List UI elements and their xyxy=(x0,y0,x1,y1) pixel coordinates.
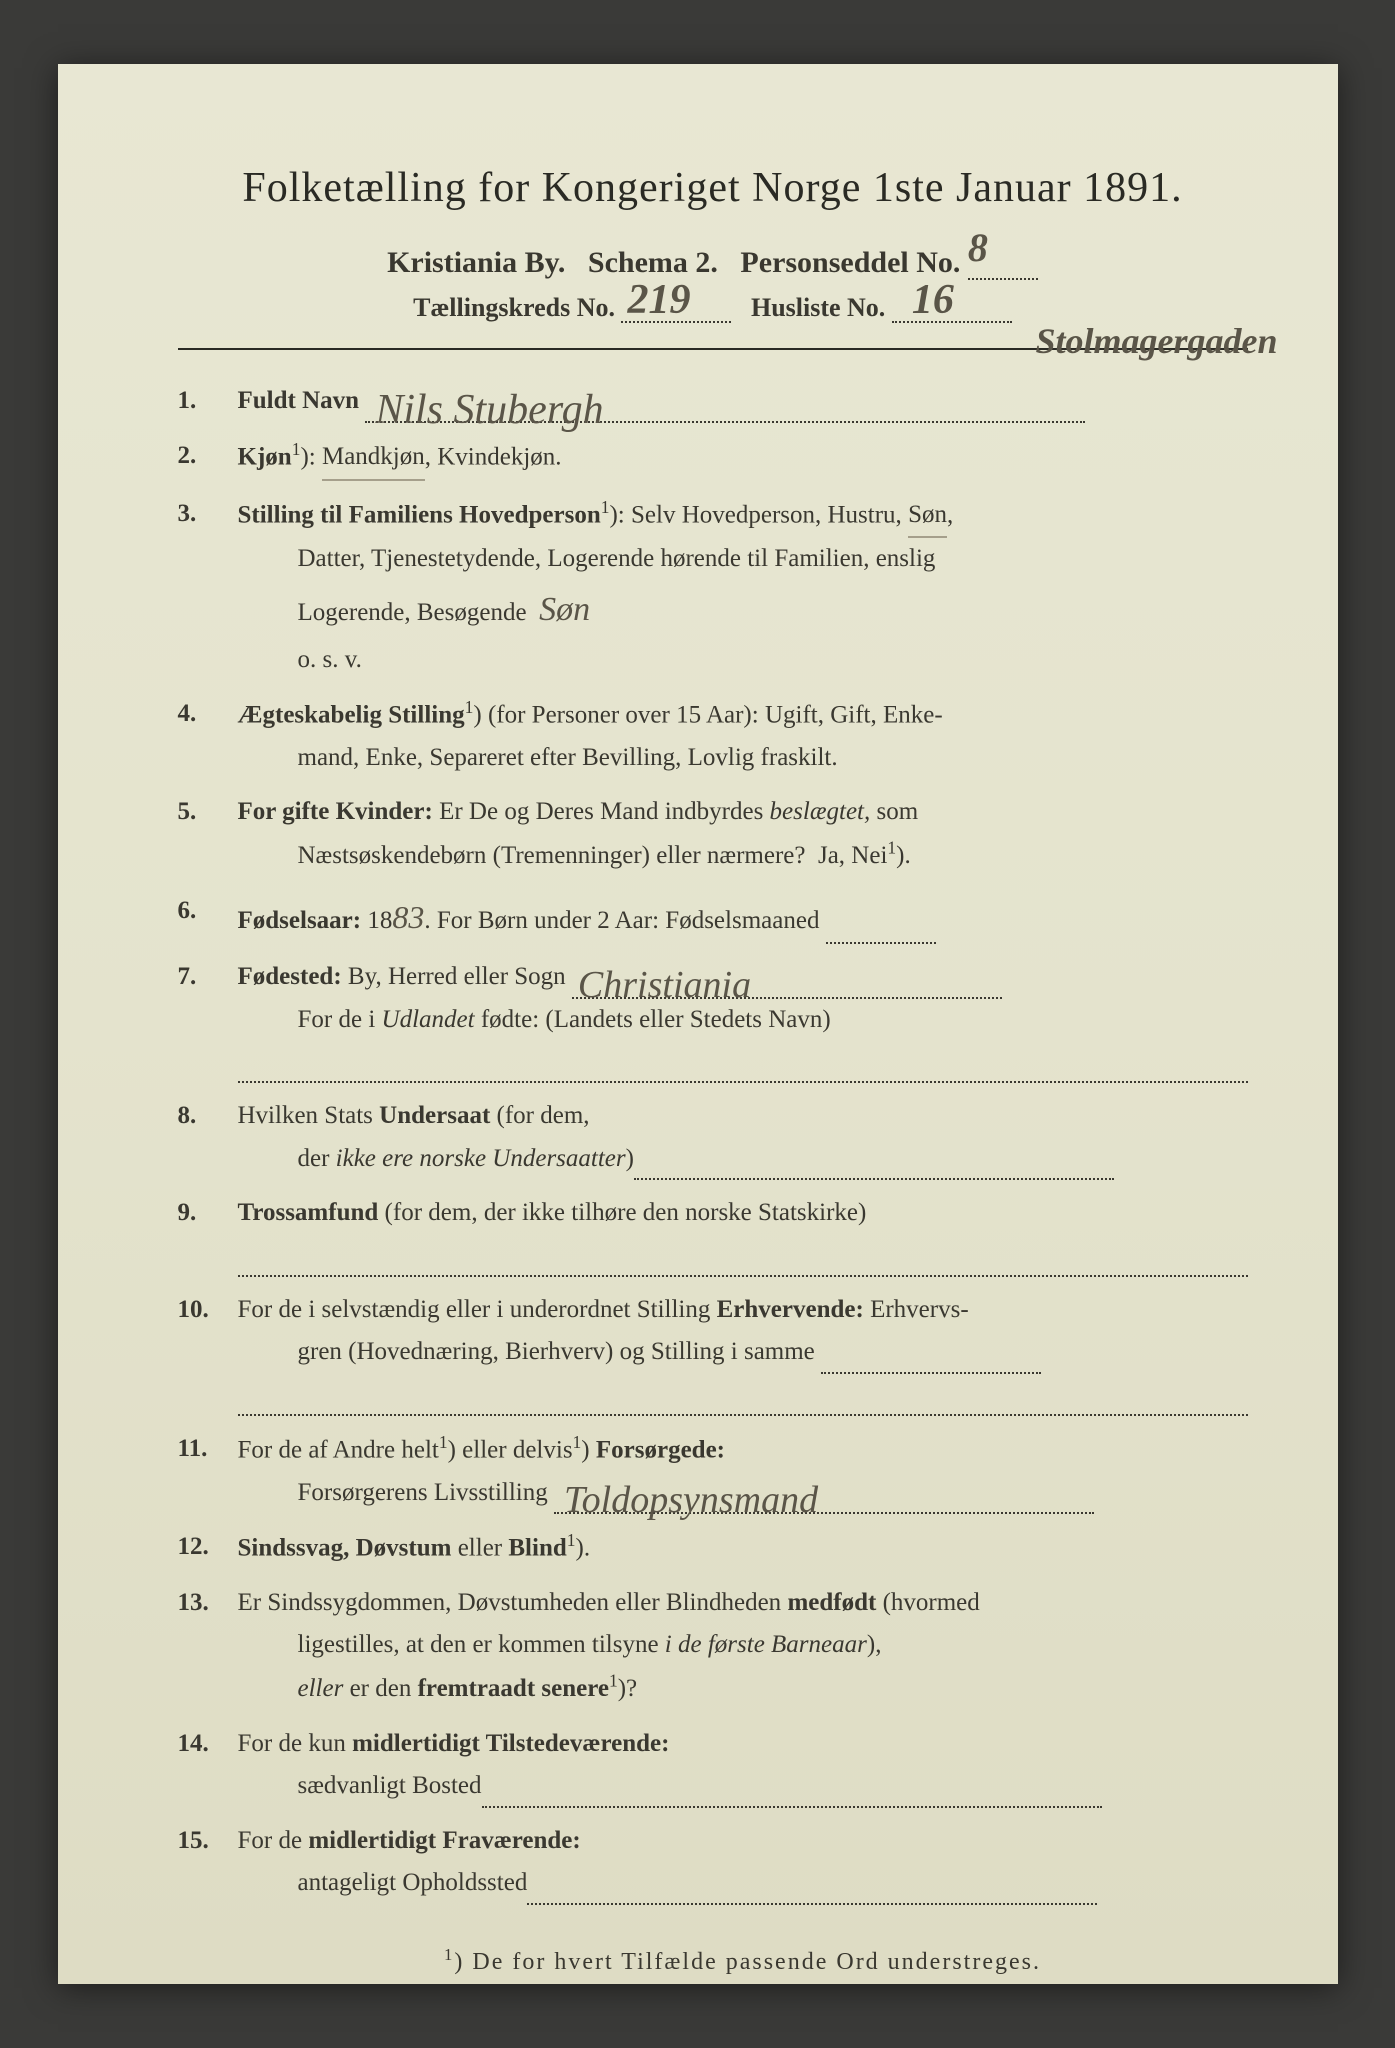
item-7-birthplace: Fødested: By, Herred eller Sogn Christia… xyxy=(178,956,1248,1083)
sex-underlined: Mandkjøn xyxy=(322,436,425,481)
item-4-marital: Ægteskabelig Stilling1) (for Personer ov… xyxy=(178,693,1248,779)
item-1-name: Fuldt Navn Nils Stubergh xyxy=(178,380,1248,423)
item-2-sex: Kjøn1): Mandkjøn, Kvindekjøn. xyxy=(178,435,1248,481)
label-marital: Ægteskabelig Stilling xyxy=(238,701,465,728)
item-11-provider: For de af Andre helt1) eller delvis1) Fo… xyxy=(178,1428,1248,1514)
main-title: Folketælling for Kongeriget Norge 1ste J… xyxy=(178,164,1248,212)
item-6-birthyear: Fødselsaar: 1883. For Børn under 2 Aar: … xyxy=(178,890,1248,944)
provider-hw: Toldopsynsmand xyxy=(564,1468,818,1533)
form-items-list: Fuldt Navn Nils Stubergh Kjøn1): Mandkjø… xyxy=(178,380,1248,1904)
subtitle-line-2: Tællingskreds No. 219 Husliste No. 16 St… xyxy=(178,290,1248,323)
religion-blank-line xyxy=(238,1235,1248,1277)
census-form-page: Folketælling for Kongeriget Norge 1ste J… xyxy=(58,64,1338,1984)
item-10-occupation: For de i selvstændig eller i underordnet… xyxy=(178,1289,1248,1416)
personseddel-label: Personseddel No. xyxy=(740,246,960,279)
occupation-blank-line xyxy=(238,1374,1248,1416)
schema-label: Schema 2. xyxy=(588,246,718,279)
item-5-married-women: For gifte Kvinder: Er De og Deres Mand i… xyxy=(178,791,1248,877)
kreds-label: Tællingskreds No. xyxy=(413,293,615,322)
item-12-disability: Sindssvag, Døvstum eller Blind1). xyxy=(178,1526,1248,1570)
item-14-temp-present: For de kun midlertidigt Tilstedeværende:… xyxy=(178,1723,1248,1808)
item-9-religion: Trossamfund (for dem, der ikke tilhøre d… xyxy=(178,1192,1248,1277)
street-handwritten: Stolmagergaden xyxy=(1035,320,1277,362)
personseddel-no: 8 xyxy=(968,224,988,271)
label-married-women: For gifte Kvinder: xyxy=(238,798,433,825)
subtitle-line-1: Kristiania By. Schema 2. Personseddel No… xyxy=(178,242,1248,280)
husliste-no: 16 xyxy=(912,276,954,324)
item-8-citizenship: Hvilken Stats Undersaat (for dem, der ik… xyxy=(178,1095,1248,1180)
label-sex: Kjøn xyxy=(238,443,292,470)
item-13-disability-onset: Er Sindssygdommen, Døvstumheden eller Bl… xyxy=(178,1582,1248,1711)
footnote: 1) De for hvert Tilfælde passende Ord un… xyxy=(178,1945,1248,1976)
label-birthyear: Fødselsaar: xyxy=(238,907,362,934)
birthyear-hw: 83 xyxy=(392,890,424,944)
label-religion: Trossamfund xyxy=(238,1199,379,1226)
item-15-temp-absent: For de midlertidigt Fraværende: antageli… xyxy=(178,1820,1248,1905)
birthplace-blank-line xyxy=(238,1041,1248,1083)
label-disability: Sindssvag, Døvstum xyxy=(238,1534,452,1561)
label-name: Fuldt Navn xyxy=(238,387,360,414)
husliste-label: Husliste No. xyxy=(751,293,885,322)
relation-underlined: Søn xyxy=(908,494,947,539)
birthplace-hw: Christiania xyxy=(578,953,751,1018)
relation-tail: o. s. v. xyxy=(238,646,362,673)
item-3-relation: Stilling til Familiens Hovedperson1): Se… xyxy=(178,493,1248,682)
city-label: Kristiania By. xyxy=(387,246,565,279)
label-relation: Stilling til Familiens Hovedperson xyxy=(238,501,601,528)
label-birthplace: Fødested: xyxy=(238,963,342,990)
kreds-no: 219 xyxy=(627,276,690,324)
relation-hw: Søn xyxy=(539,581,590,639)
